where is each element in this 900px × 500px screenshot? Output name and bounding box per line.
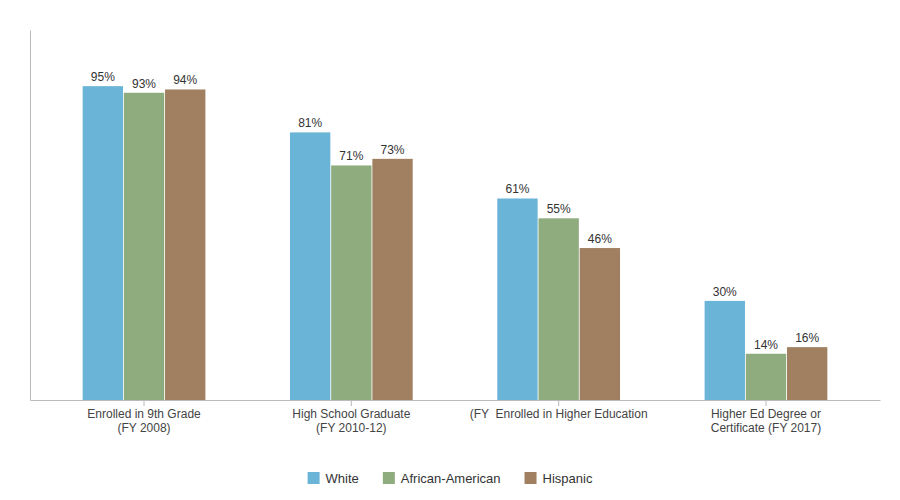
data-label: 55% [547,202,571,216]
legend-swatch [525,472,537,484]
bar-series [124,93,786,400]
data-label: 94% [173,73,197,87]
data-label: 14% [754,338,778,352]
legend-swatch [383,472,395,484]
x-tick-label: Enrolled in 9th Grade(FY 2008) [87,407,201,435]
bar [580,248,620,400]
x-tick-label: High School Graduate(FY 2010-12) [292,407,410,435]
legend-item: White [308,471,359,486]
bar [538,218,578,400]
data-label: 30% [713,285,737,299]
x-axis-line [31,400,881,401]
bar [705,301,745,400]
bar-series [83,86,745,400]
x-axis: Enrolled in 9th Grade(FY 2008) High Schoo… [31,400,881,435]
plot: 95% 81% 61% 30% 93% 71% 55% 14% 94% 73% 46% 16% Enro… [31,31,881,435]
data-label: 93% [132,77,156,91]
data-label: 46% [588,232,612,246]
legend-item: African-American [383,471,501,486]
y-axis [30,31,31,401]
x-tick: Higher Ed Degree orCertificate (FY 2017) [711,400,822,435]
data-label: 16% [795,331,819,345]
x-tick: Enrolled in 9th Grade(FY 2008) [87,400,201,435]
data-label: 73% [381,143,405,157]
legend: White African-American Hispanic [308,471,593,486]
bar [331,165,371,400]
bar [746,354,786,400]
bar-series [165,89,827,400]
legend-item: Hispanic [525,471,593,486]
x-tick-label: (FY Enrolled in Higher Education [470,407,648,421]
x-tick-label: Higher Ed Degree orCertificate (FY 2017) [711,407,822,435]
data-label: 95% [91,70,115,84]
x-tick-mark [765,400,766,406]
x-tick: (FY Enrolled in Higher Education [470,400,648,421]
bar [372,159,412,400]
bar [124,93,164,400]
data-labels: 95% 81% 61% 30% 93% 71% 55% 14% 94% 73% 46% 16% [91,70,820,352]
x-tick: High School Graduate(FY 2010-12) [292,400,410,435]
bars [83,86,828,400]
x-tick-mark [558,400,559,406]
bar [83,86,123,400]
legend-label: White [326,471,359,486]
chart: 95% 81% 61% 30% 93% 71% 55% 14% 94% 73% 46% 16% Enro… [0,0,900,500]
data-label: 81% [298,116,322,130]
x-tick-mark [351,400,352,406]
legend-label: African-American [401,471,501,486]
bar [787,347,827,400]
x-tick-mark [144,400,145,406]
data-label: 61% [505,182,529,196]
legend-label: Hispanic [543,471,593,486]
bar [290,132,330,400]
legend-swatch [308,472,320,484]
data-label: 71% [339,149,363,163]
bar [497,198,537,400]
y-axis-line [30,31,31,401]
bar [165,89,205,400]
